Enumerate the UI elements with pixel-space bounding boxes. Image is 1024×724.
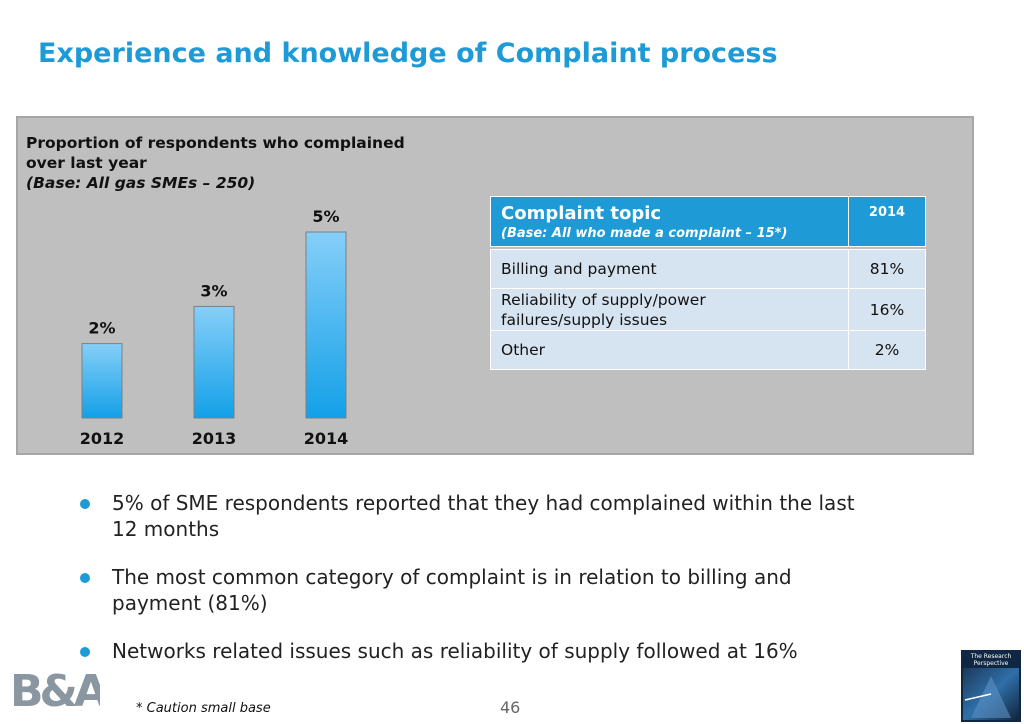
bullet-line: Networks related issues such as reliabil… bbox=[112, 639, 798, 663]
panel-title: Proportion of respondents who complained… bbox=[26, 133, 466, 193]
ba-logo: B&A bbox=[10, 666, 100, 714]
complaint-topic-cell: Other bbox=[490, 330, 849, 370]
bar-value-label: 2% bbox=[88, 319, 115, 338]
bar-value-label: 3% bbox=[200, 281, 227, 300]
panel-title-line-2: over last year bbox=[26, 154, 147, 172]
topic-line: failures/supply issues bbox=[501, 310, 668, 329]
x-tick-label: 2012 bbox=[80, 429, 125, 448]
key-findings-list: 5% of SME respondents reported that they… bbox=[80, 490, 960, 686]
logo-line-2: Perspective bbox=[974, 660, 1009, 667]
table-header-year: 2014 bbox=[848, 196, 926, 247]
complaint-topic-table: Complaint topic (Base: All who made a co… bbox=[490, 196, 926, 370]
table-row: Other 2% bbox=[490, 330, 926, 370]
topic-line: Reliability of supply/power bbox=[501, 290, 706, 309]
bar-2013 bbox=[193, 305, 235, 419]
complaint-value-cell: 2% bbox=[848, 330, 926, 370]
table-row: Reliability of supply/power failures/supp… bbox=[490, 288, 926, 331]
bar-value-label: 5% bbox=[312, 207, 339, 226]
page-title: Experience and knowledge of Complaint pr… bbox=[38, 38, 778, 69]
bullet-line: 12 months bbox=[112, 517, 220, 541]
panel-title-line-1: Proportion of respondents who complained bbox=[26, 134, 405, 152]
complaint-topic-cell: Billing and payment bbox=[490, 249, 849, 289]
bullet-line: payment (81%) bbox=[112, 591, 268, 615]
topic-line: Billing and payment bbox=[501, 260, 657, 278]
table-header-topic: Complaint topic (Base: All who made a co… bbox=[490, 196, 849, 247]
table-header-base: (Base: All who made a complaint – 15*) bbox=[501, 226, 788, 241]
ba-logo-text: B&A bbox=[10, 666, 100, 714]
complaint-value-cell: 16% bbox=[848, 288, 926, 331]
footnote: * Caution small base bbox=[136, 701, 271, 716]
bullet-dot-icon bbox=[80, 573, 90, 583]
x-tick-label: 2014 bbox=[304, 429, 349, 448]
table-header-title: Complaint topic bbox=[501, 203, 662, 224]
bar-2014 bbox=[305, 231, 347, 419]
bullet-item: 5% of SME respondents reported that they… bbox=[80, 490, 960, 542]
bullet-dot-icon bbox=[80, 647, 90, 657]
page-number: 46 bbox=[500, 698, 521, 717]
bullet-item: The most common category of complaint is… bbox=[80, 564, 960, 616]
topic-line: Other bbox=[501, 341, 546, 359]
x-tick-label: 2013 bbox=[192, 429, 237, 448]
bullet-item: Networks related issues such as reliabil… bbox=[80, 638, 960, 664]
research-perspective-logo: The Research Perspective bbox=[961, 650, 1021, 722]
bullet-dot-icon bbox=[80, 499, 90, 509]
bullet-line: The most common category of complaint is… bbox=[112, 565, 792, 589]
table-row: Billing and payment 81% bbox=[490, 249, 926, 289]
complaint-topic-cell: Reliability of supply/power failures/supp… bbox=[490, 288, 849, 331]
complaint-value-cell: 81% bbox=[848, 249, 926, 289]
bullet-line: 5% of SME respondents reported that they… bbox=[112, 491, 855, 515]
logo-line-1: The Research bbox=[970, 653, 1012, 660]
panel-base-note: (Base: All gas SMEs – 250) bbox=[26, 174, 256, 192]
bar-2012 bbox=[81, 343, 123, 419]
